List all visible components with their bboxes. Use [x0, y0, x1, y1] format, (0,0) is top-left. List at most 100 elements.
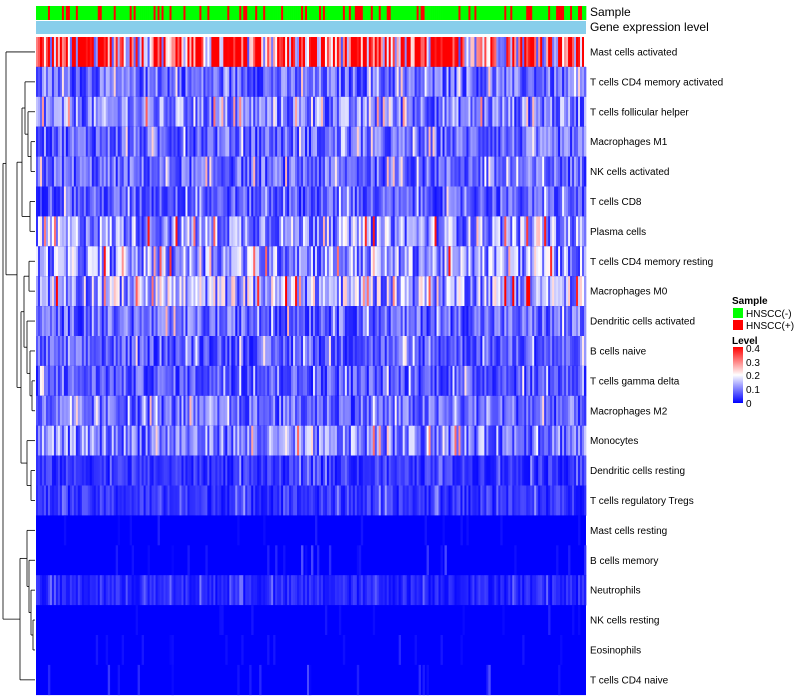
sample-cell	[454, 6, 457, 20]
heatmap-cell	[311, 395, 314, 426]
heatmap-cell	[36, 395, 39, 426]
heatmap-cell	[77, 425, 81, 456]
heatmap-cell	[261, 216, 264, 247]
sample-cell	[366, 6, 370, 20]
heatmap-cell	[227, 96, 230, 127]
heatmap-cell	[364, 455, 368, 486]
heatmap-cell	[402, 276, 406, 307]
heatmap-cell	[103, 156, 107, 187]
heatmap-cell	[520, 37, 523, 68]
heatmap-cell	[243, 395, 246, 426]
heatmap-cell	[307, 246, 310, 277]
heatmap-cell	[434, 336, 437, 367]
heatmap-cell	[514, 96, 517, 127]
heatmap-cell	[215, 216, 218, 247]
heatmap-row	[36, 276, 587, 307]
heatmap-cell	[279, 455, 282, 486]
heatmap-cell	[540, 37, 543, 68]
heatmap-cell	[237, 96, 240, 127]
heatmap-cell	[169, 395, 172, 426]
heatmap-cell	[267, 455, 270, 486]
heatmap-cell	[89, 575, 93, 606]
heatmap-cell	[470, 66, 473, 98]
heatmap-cell	[121, 66, 125, 98]
heatmap-cell	[289, 216, 292, 247]
heatmap-cell	[480, 156, 483, 187]
heatmap-cell	[255, 425, 258, 456]
heatmap-cell	[566, 96, 569, 127]
heatmap-cell	[157, 156, 160, 187]
heatmap-cell	[37, 455, 41, 486]
heatmap-cell	[564, 156, 567, 187]
heatmap-cell	[574, 276, 577, 307]
heatmap-cell	[195, 37, 198, 68]
heatmap-cell	[584, 276, 587, 307]
heatmap-cell	[289, 276, 292, 307]
heatmap-cell	[482, 246, 485, 277]
heatmap-cell	[424, 365, 427, 397]
heatmap-cell	[279, 306, 282, 337]
heatmap-cell	[93, 37, 97, 68]
heatmap-cell	[482, 485, 485, 516]
heatmap-cell	[133, 216, 136, 247]
heatmap-cell	[233, 276, 236, 307]
sample-cell	[139, 6, 142, 20]
heatmap-cell	[374, 96, 378, 127]
heatmap-cell	[61, 306, 65, 337]
heatmap-cell	[281, 336, 284, 367]
heatmap-cell	[153, 336, 156, 367]
heatmap-cell	[159, 306, 162, 337]
heatmap-cell	[514, 485, 517, 516]
heatmap-cell	[528, 336, 531, 367]
heatmap-cell	[243, 156, 246, 187]
heatmap-cell	[368, 485, 372, 516]
heatmap-cell	[544, 216, 547, 247]
heatmap-cell	[99, 276, 103, 307]
heatmap-cell	[492, 156, 495, 187]
heatmap-cell	[510, 156, 513, 187]
heatmap-cell	[514, 365, 517, 397]
heatmap-cell	[454, 425, 457, 456]
heatmap-cell	[464, 336, 467, 367]
heatmap-cell	[241, 126, 244, 157]
heatmap-cell	[239, 37, 242, 68]
sample-cell	[257, 6, 260, 20]
heatmap-cell	[452, 66, 455, 98]
heatmap-cell	[65, 96, 69, 127]
heatmap-cell	[380, 306, 384, 337]
heatmap-cell	[500, 126, 503, 157]
sample-cell	[109, 6, 113, 20]
sample-cell	[476, 6, 479, 20]
heatmap-cell	[436, 425, 439, 456]
heatmap-cell	[209, 365, 212, 397]
heatmap-cell	[326, 485, 330, 516]
heatmap-cell	[153, 306, 156, 337]
heatmap-cell	[267, 66, 270, 98]
heatmap-cell	[97, 246, 101, 277]
heatmap-cell	[546, 485, 549, 516]
heatmap-cell	[382, 96, 386, 127]
heatmap-cell	[91, 156, 95, 187]
heatmap-cell	[177, 485, 180, 516]
heatmap-cell	[510, 216, 513, 247]
heatmap-cell	[382, 306, 386, 337]
heatmap-cell	[37, 306, 41, 337]
heatmap-cell	[322, 365, 326, 397]
heatmap-cell	[376, 336, 380, 367]
heatmap-cell	[314, 425, 318, 456]
heatmap-cell	[392, 96, 396, 127]
heatmap-cell	[532, 216, 535, 247]
heatmap-cell	[39, 485, 43, 516]
heatmap-cell	[175, 425, 178, 456]
heatmap-cell	[488, 276, 491, 307]
heatmap-cell	[215, 575, 218, 606]
heatmap-cell	[275, 156, 278, 187]
heatmap-cell	[536, 485, 539, 516]
heatmap-cell	[540, 276, 543, 307]
heatmap-cell	[167, 365, 170, 397]
heatmap-cell	[458, 156, 461, 187]
heatmap-cell	[456, 66, 459, 98]
heatmap-cell	[452, 365, 455, 397]
heatmap-cell	[85, 96, 89, 127]
heatmap-cell	[63, 306, 67, 337]
